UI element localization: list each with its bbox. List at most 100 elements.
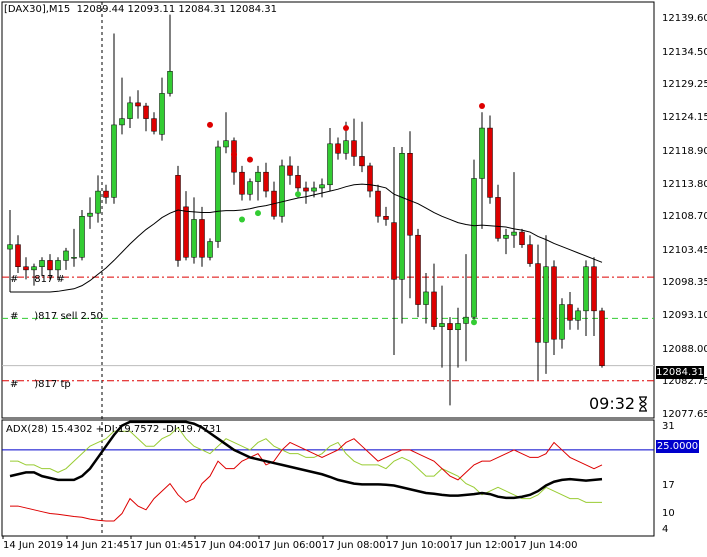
price-tick-label: 12118.90: [662, 146, 707, 157]
candle-body: [103, 190, 109, 198]
candle-body: [79, 216, 85, 258]
candle-body: [319, 184, 325, 189]
chart-header: [DAX30],M15 12089.44 12093.11 12084.31 1…: [4, 4, 278, 15]
indicator-tick-label: 10: [662, 508, 675, 519]
candle-body: [135, 102, 141, 107]
buy-signal-dot: [255, 210, 261, 217]
price-tick-label: 12113.80: [662, 179, 707, 190]
candle-body: [351, 140, 357, 157]
candle-body: [223, 140, 229, 148]
candle-body: [255, 171, 261, 182]
candle-body: [551, 266, 557, 340]
time-tick-label: 17 Jun 01:45: [130, 540, 194, 551]
sell-signal-dot: [231, 151, 237, 158]
candle-body: [495, 197, 501, 239]
candle-body: [167, 71, 173, 94]
candle-body: [55, 260, 61, 271]
candle-body: [375, 190, 381, 217]
candle-body: [415, 234, 421, 305]
candle-body: [287, 165, 293, 176]
sell-signal-dot: [207, 121, 213, 128]
candle-body: [175, 175, 181, 261]
indicator-pane-frame: [1, 419, 655, 537]
candle-body: [247, 181, 253, 195]
candle-body: [479, 127, 485, 179]
price-tick-label: 12129.25: [662, 79, 707, 90]
candle-body: [543, 266, 549, 343]
candle-body: [343, 140, 349, 154]
time-tick-label: 17 Jun 06:00: [258, 540, 322, 551]
buy-signal-dot: [471, 319, 477, 326]
buy-signal-dot: [239, 216, 245, 223]
candle-body: [559, 304, 565, 340]
time-tick-label: 14 Jun 21:45: [66, 540, 130, 551]
candle-body: [239, 171, 245, 195]
candle-body: [511, 231, 517, 236]
candle-body: [567, 304, 573, 321]
price-tick-label: 12103.45: [662, 245, 707, 256]
candle-body: [383, 216, 389, 220]
sell-signal-dot: [343, 125, 349, 132]
time-tick-label: 17 Jun 12:00: [450, 540, 514, 551]
price-tick-label: 12139.60: [662, 13, 707, 24]
candle-body: [391, 222, 397, 280]
sell-signal-dot: [479, 103, 485, 109]
candle-body: [47, 260, 53, 271]
candle-body: [95, 190, 101, 214]
candle-body: [71, 257, 77, 259]
candle-body: [87, 212, 93, 217]
adx-line: [9, 420, 603, 500]
buy-signal-dot: [295, 191, 301, 198]
candle-body: [335, 143, 341, 154]
candle-body: [519, 231, 525, 245]
hourglass-icon: [639, 396, 647, 412]
candle-body: [583, 266, 589, 312]
time-tick-label: 17 Jun 14:00: [514, 540, 578, 551]
order-line-label-2: # )817 sell 2.50: [10, 311, 103, 322]
candle-body: [63, 250, 69, 261]
moving-average-line: [10, 183, 603, 293]
time-tick-label: 17 Jun 04:00: [194, 540, 258, 551]
candle-body: [591, 266, 597, 312]
plus-di-line: [10, 426, 602, 503]
indicator-label: ADX(28) 15.4302 +DI:19.7572 -DI:19.7731: [6, 424, 222, 435]
order-line-label-1: # 817 #: [10, 274, 65, 285]
candle-body: [279, 165, 285, 217]
candle-body: [535, 263, 541, 343]
candle-body: [407, 153, 413, 236]
price-tick-label: 12077.65: [662, 409, 707, 420]
candle-body: [487, 127, 493, 198]
price-tick-label: 12093.10: [662, 310, 707, 321]
candle-body: [447, 323, 453, 331]
candle-body: [39, 260, 45, 267]
candle-body: [263, 171, 269, 192]
candle-body: [503, 234, 509, 239]
candle-body: [23, 266, 29, 271]
order-line-label-3: # )817 tp: [10, 379, 71, 390]
current-price-tag: 12084.31: [656, 366, 704, 379]
candle-body: [367, 165, 373, 192]
candle-body: [463, 316, 469, 324]
indicator-tick-label: 31: [662, 421, 675, 432]
minus-di-line: [10, 438, 603, 522]
indicator-level-tag: 25.0000: [656, 440, 699, 453]
time-tick-label: 17 Jun 10:00: [386, 540, 450, 551]
candle-body: [431, 291, 437, 327]
candle-body: [359, 156, 365, 167]
candle-body: [143, 105, 149, 119]
candle-body: [295, 175, 301, 189]
time-tick-label: 14 Jun 2019: [3, 540, 64, 551]
price-tick-label: 12088.00: [662, 344, 707, 355]
candle-body: [527, 244, 533, 264]
sell-signal-dot: [247, 156, 253, 163]
price-tick-label: 12134.50: [662, 47, 707, 58]
price-tick-label: 12082.75: [662, 376, 707, 387]
candle-body: [439, 323, 445, 327]
price-tick-label: 12098.35: [662, 277, 707, 288]
indicator-tick-label: 17: [662, 480, 675, 491]
candle-body: [15, 244, 21, 267]
price-tick-label: 12108.70: [662, 211, 707, 222]
candle-body: [423, 291, 429, 305]
time-tick-label: 17 Jun 08:00: [322, 540, 386, 551]
